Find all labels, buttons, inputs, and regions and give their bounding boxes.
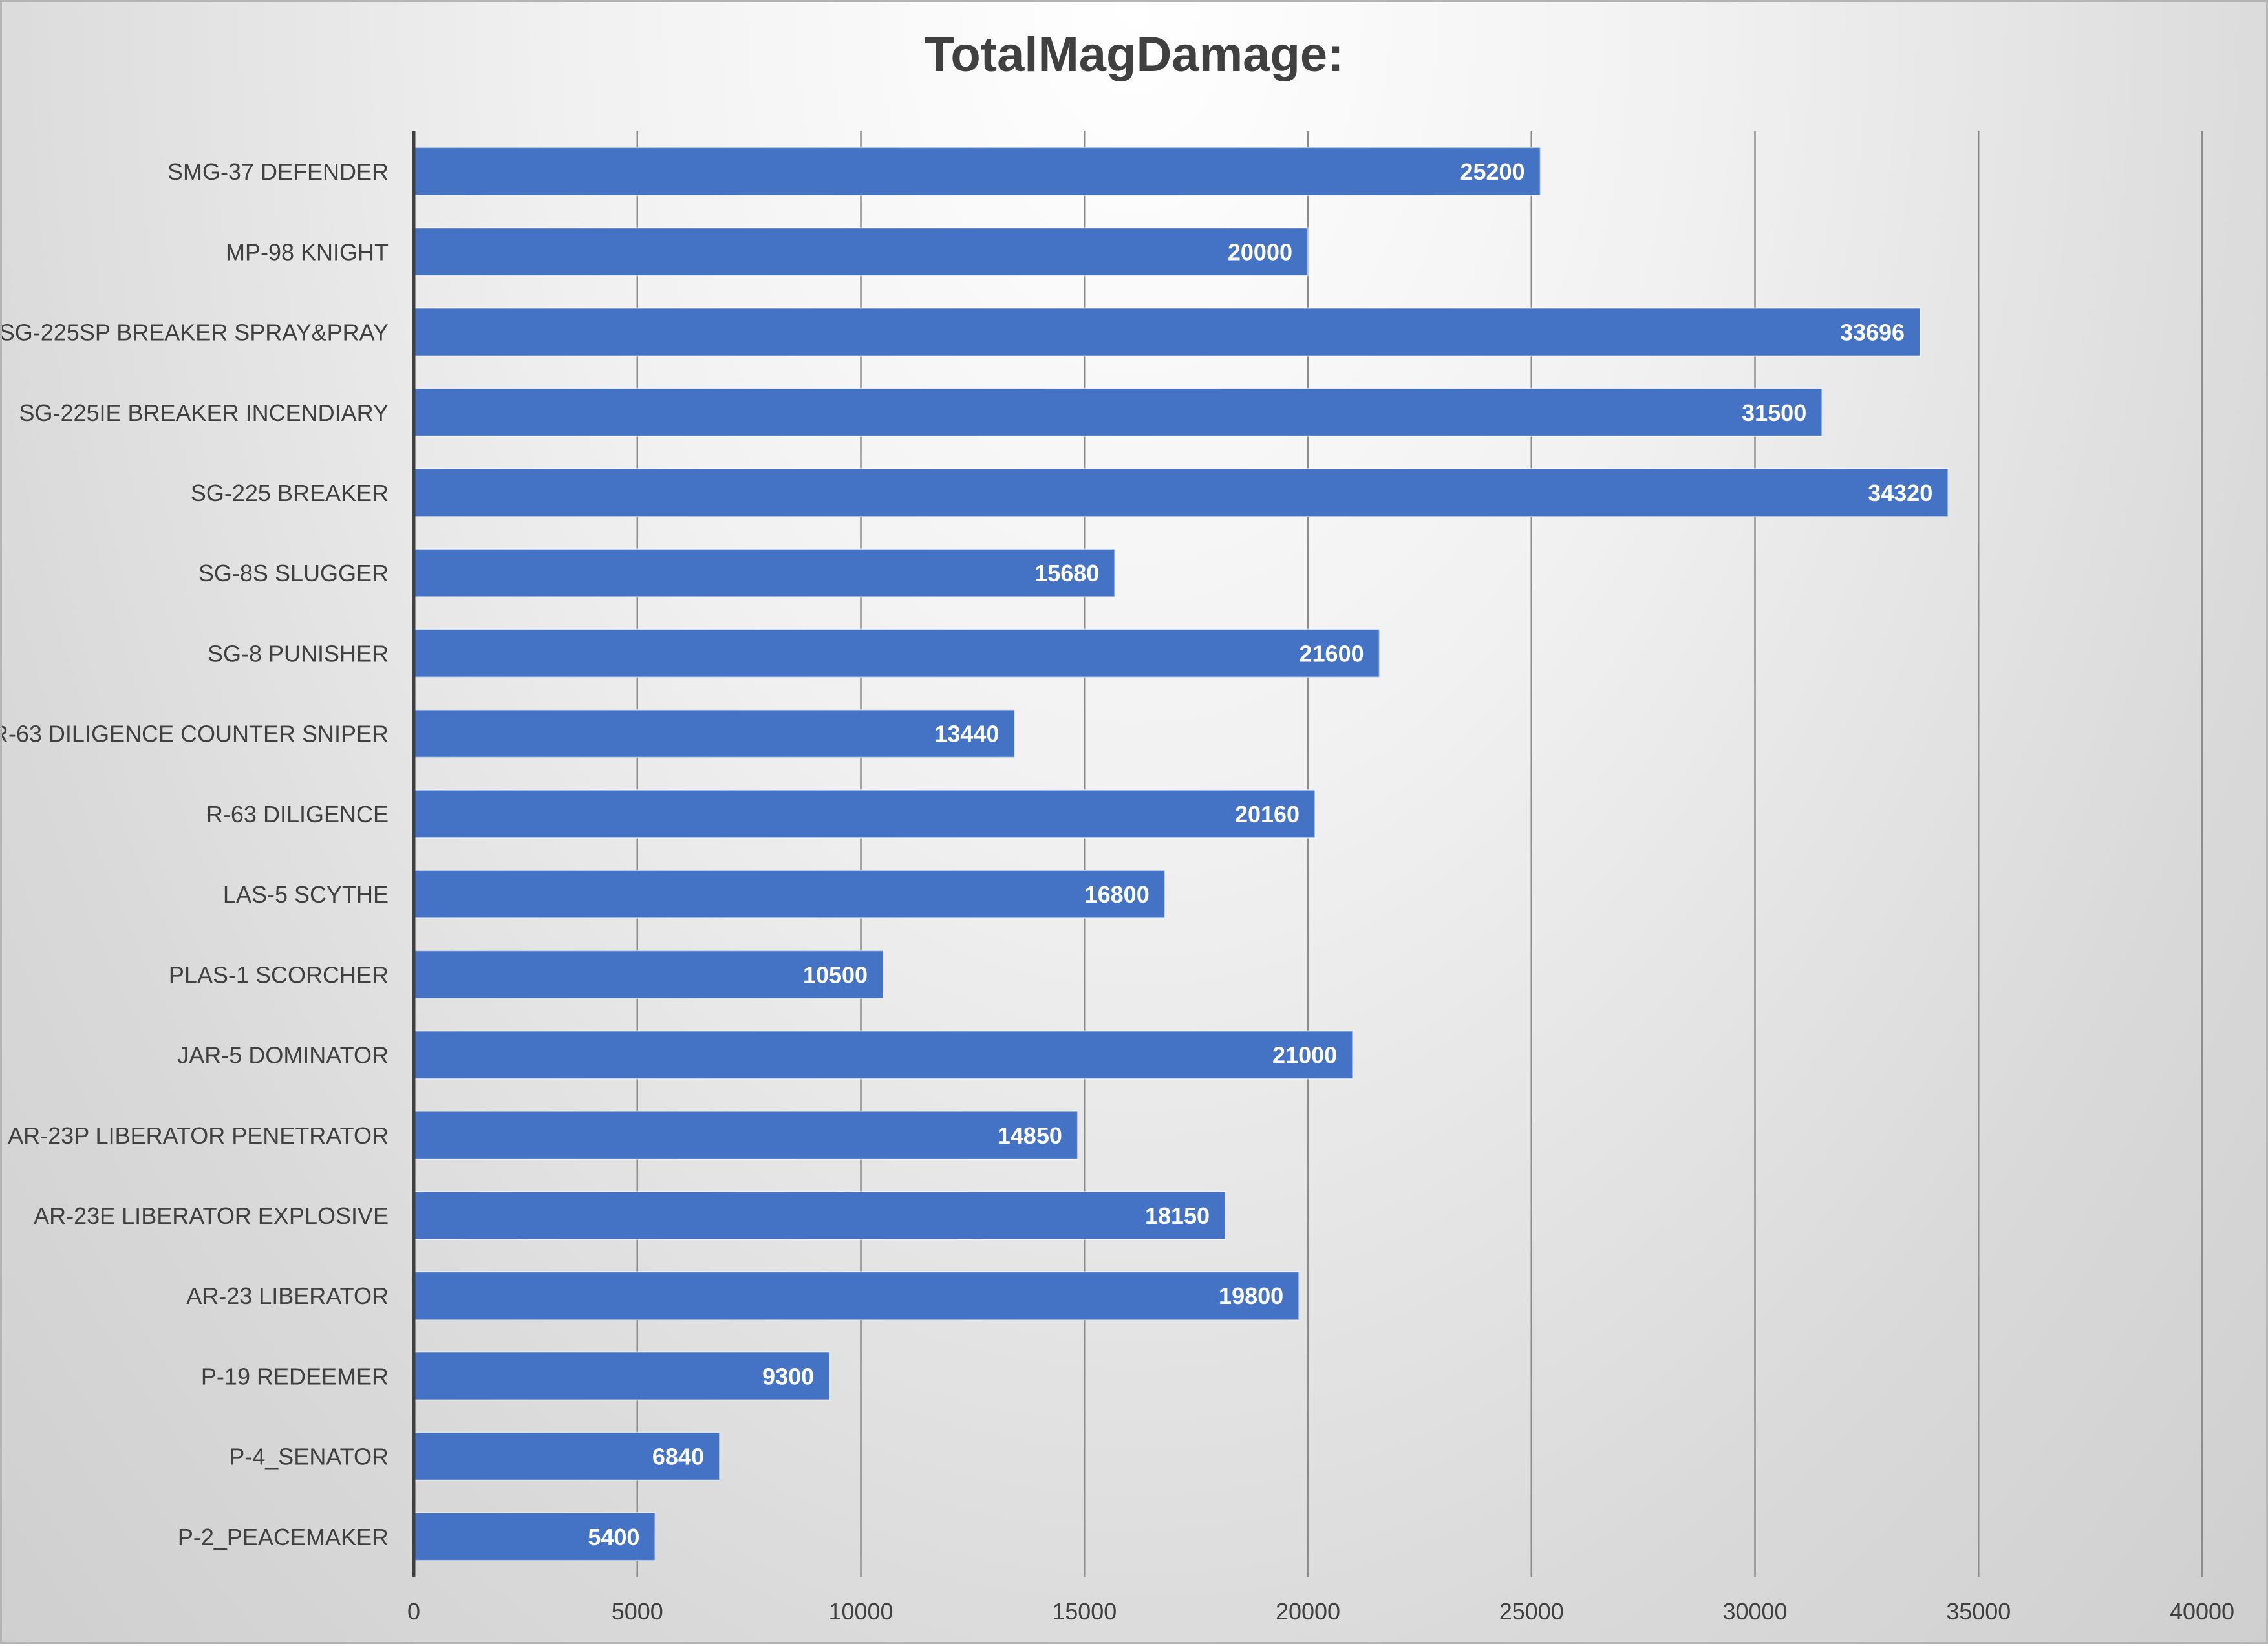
data-label: 21000 xyxy=(1272,1042,1337,1069)
data-label: 34320 xyxy=(1868,480,1932,506)
bar xyxy=(413,147,1541,197)
x-tick-label: 5000 xyxy=(612,1598,663,1625)
data-label: 16800 xyxy=(1085,881,1150,908)
data-label: 25200 xyxy=(1460,158,1524,185)
category-label: SG-225SP BREAKER SPRAY&PRAY xyxy=(2,319,389,346)
data-label: 31500 xyxy=(1742,400,1806,426)
bar xyxy=(413,548,1116,598)
bar xyxy=(413,950,884,999)
category-label: LAS-5 SCYTHE xyxy=(223,881,389,908)
category-label: AR-23 LIBERATOR xyxy=(186,1283,389,1309)
category-label: SG-8 PUNISHER xyxy=(208,640,389,667)
category-label: SG-225IE BREAKER INCENDIARY xyxy=(19,400,389,426)
data-label: 9300 xyxy=(762,1363,814,1389)
data-label: 5400 xyxy=(588,1524,639,1550)
category-label: R-63 DILIGENCE xyxy=(206,801,389,828)
category-label: P-2_PEACEMAKER xyxy=(178,1524,389,1550)
bar xyxy=(413,1271,1300,1321)
category-label: SMG-37 DEFENDER xyxy=(167,158,389,185)
data-label: 10500 xyxy=(803,961,868,988)
category-label: SG-225 BREAKER xyxy=(191,480,389,506)
data-label: 18150 xyxy=(1145,1202,1210,1229)
x-tick-labels: 0 5000 10000 15000 20000 25000 30000 35000 40000 xyxy=(407,1598,2234,1625)
x-tick-label: 15000 xyxy=(1052,1598,1117,1625)
category-label: AR-23E LIBERATOR EXPLOSIVE xyxy=(34,1202,389,1229)
bar xyxy=(413,870,1166,919)
bar xyxy=(413,789,1316,839)
data-label: 19800 xyxy=(1219,1283,1283,1309)
category-label: P-19 REDEEMER xyxy=(201,1363,389,1389)
chart-title: TotalMagDamage: xyxy=(924,27,1344,82)
bar xyxy=(413,1191,1226,1240)
bar xyxy=(413,628,1380,678)
data-label: 21600 xyxy=(1300,640,1364,667)
bar xyxy=(413,307,1921,357)
category-labels: SMG-37 DEFENDER MP-98 KNIGHT SG-225SP BREA… xyxy=(2,158,389,1550)
bar xyxy=(413,1110,1078,1160)
x-tick-label: 0 xyxy=(407,1598,420,1625)
bars: 25200 20000 33696 31500 34320 15680 21600 13440… xyxy=(413,147,1949,1561)
data-label: 20000 xyxy=(1228,239,1292,265)
category-label: PLAS-1 SCORCHER xyxy=(169,961,389,988)
x-tick-label: 20000 xyxy=(1276,1598,1340,1625)
data-label: 20160 xyxy=(1235,801,1300,828)
bar xyxy=(413,387,1823,437)
bar xyxy=(413,468,1949,517)
category-label: JAR-5 DOMINATOR xyxy=(177,1042,389,1069)
category-label: P-4_SENATOR xyxy=(229,1444,389,1470)
data-label: 33696 xyxy=(1840,319,1905,346)
x-tick-label: 35000 xyxy=(1946,1598,2011,1625)
data-label: 14850 xyxy=(998,1122,1062,1149)
data-label: 6840 xyxy=(652,1444,704,1470)
bar xyxy=(413,227,1309,277)
x-tick-label: 30000 xyxy=(1722,1598,1787,1625)
category-label: MP-98 KNIGHT xyxy=(226,239,389,265)
bar xyxy=(413,1351,831,1401)
bar xyxy=(413,709,1016,758)
x-tick-label: 25000 xyxy=(1499,1598,1564,1625)
bar xyxy=(413,1030,1354,1080)
x-tick-label: 40000 xyxy=(2170,1598,2234,1625)
data-label: 15680 xyxy=(1034,560,1099,586)
gridlines xyxy=(636,131,2203,1577)
bar xyxy=(413,1512,656,1561)
category-label: SG-8S SLUGGER xyxy=(198,560,389,586)
data-label: 13440 xyxy=(934,721,999,747)
category-label: R-63 DILIGENCE COUNTER SNIPER xyxy=(2,721,389,747)
category-label: AR-23P LIBERATOR PENETRATOR xyxy=(8,1122,389,1149)
x-tick-label: 10000 xyxy=(828,1598,893,1625)
